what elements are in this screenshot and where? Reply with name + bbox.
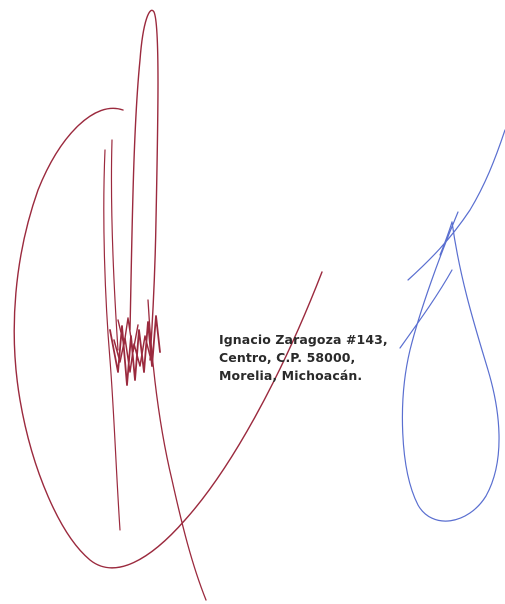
address-block: Ignacio Zaragoza #143, Centro, C.P. 5800…	[219, 331, 429, 385]
address-line-postal: Centro, C.P. 58000,	[219, 350, 356, 365]
address-line-city: Morelia, Michoacán.	[219, 368, 363, 383]
address-line-street: Ignacio Zaragoza #143,	[219, 332, 388, 347]
